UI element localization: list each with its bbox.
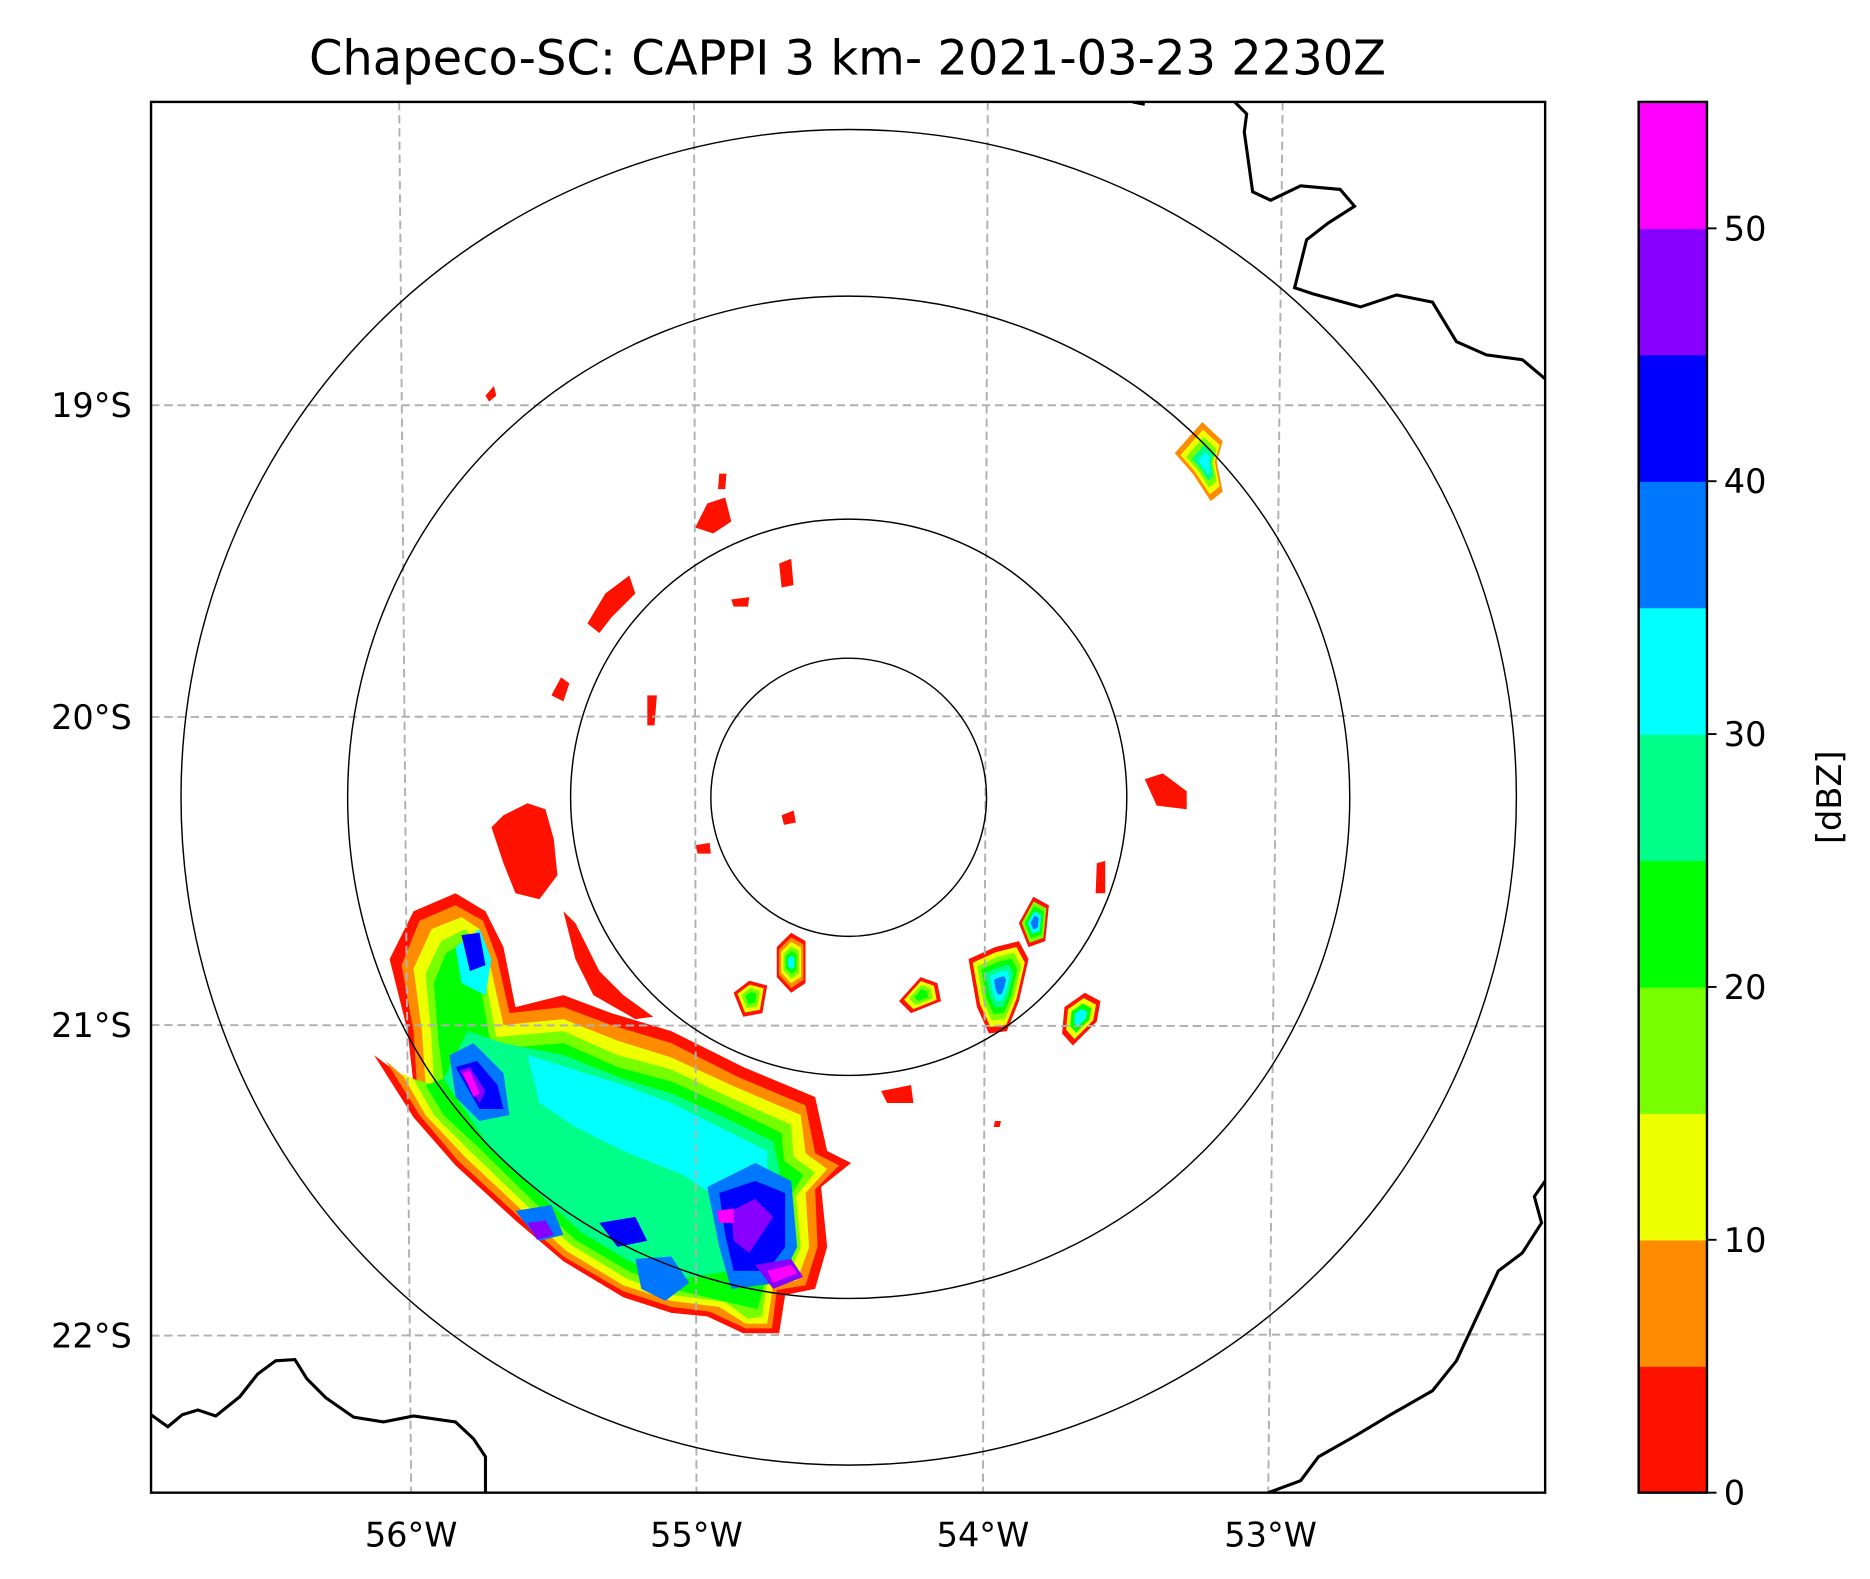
colorbar-tick-label: 0	[1724, 1474, 1745, 1513]
echo-cell	[462, 1070, 480, 1098]
echo-cell	[731, 1198, 774, 1253]
gridline-20s	[151, 714, 1546, 718]
echo-cell	[914, 989, 929, 1002]
echo-fragment	[587, 575, 636, 634]
echo-cell	[563, 911, 654, 1020]
echo-fragment	[731, 597, 750, 607]
echo-cell	[527, 1220, 554, 1240]
range-ring-3	[346, 295, 1351, 1300]
gridline-22s	[151, 1333, 1546, 1337]
x-tick-label: 53°W	[1224, 1516, 1317, 1555]
range-ring-2	[569, 518, 1128, 1077]
echo-cell	[491, 803, 558, 900]
gridline-54w	[981, 101, 989, 1493]
echo-cell	[1197, 452, 1211, 474]
y-tick-label: 20°S	[51, 698, 132, 737]
gridline-55w	[693, 101, 698, 1493]
x-tick-label: 55°W	[650, 1516, 743, 1555]
colorbar-frame	[1637, 100, 1709, 1494]
echo-fragment	[647, 695, 657, 726]
echo-cell	[599, 1216, 648, 1247]
colorbar-segment	[1638, 607, 1707, 735]
y-tick-label: 19°S	[51, 386, 132, 425]
colorbar-segment	[1638, 1113, 1707, 1241]
echo-cell	[1030, 915, 1039, 930]
radar-echoes	[374, 386, 1223, 1334]
echo-fragment	[781, 810, 796, 825]
echo-fragment	[881, 1085, 914, 1104]
colorbar-segment	[1638, 734, 1707, 862]
colorbar: 0 10 20 30 40 50	[1637, 100, 1767, 1513]
echo-fragment	[718, 473, 727, 490]
echo-fragment	[1095, 860, 1106, 894]
colorbar-tick-label: 20	[1724, 968, 1767, 1007]
map-axes-frame	[149, 100, 1547, 1494]
y-tick-label: 22°S	[51, 1317, 132, 1356]
colorbar-tick-label: 40	[1724, 462, 1767, 501]
coastlines-borders	[151, 101, 1546, 1493]
colorbar-tick-label: 30	[1724, 715, 1767, 754]
echo-cell	[443, 1031, 780, 1281]
range-ring-1	[710, 657, 988, 938]
colorbar-segment	[1638, 354, 1707, 482]
border-southwest	[151, 1357, 488, 1493]
colorbar-label: [dBZ]	[1810, 751, 1849, 844]
coastline-southeast	[1267, 1180, 1546, 1493]
colorbar-tick-label: 10	[1724, 1221, 1767, 1260]
echo-cell	[461, 932, 486, 972]
echo-cell	[767, 1264, 798, 1283]
echo-fragment	[485, 386, 497, 402]
border-northeast	[1233, 101, 1546, 381]
echo-fragment	[993, 1121, 1001, 1128]
colorbar-segment	[1638, 1366, 1707, 1494]
colorbar-tick-label: 50	[1724, 209, 1767, 248]
echo-fragment	[1144, 773, 1187, 810]
y-tick-label: 21°S	[51, 1006, 132, 1045]
colorbar-segment	[1638, 860, 1707, 988]
colorbar-segment	[1638, 228, 1707, 356]
range-rings	[180, 128, 1518, 1466]
echo-cell	[527, 1055, 768, 1199]
echo-fragment	[695, 842, 711, 854]
gridlines	[151, 101, 1546, 1493]
range-ring-4	[180, 128, 1518, 1466]
gridline-56w	[398, 101, 413, 1493]
x-tick-label: 56°W	[365, 1516, 458, 1555]
echo-cell	[716, 1208, 734, 1223]
colorbar-segment	[1638, 101, 1707, 229]
echo-cell	[745, 992, 757, 1005]
echo-cell	[993, 976, 1006, 995]
echo-fragment	[779, 558, 794, 588]
colorbar-segment	[1638, 1239, 1707, 1367]
gridline-21s	[151, 1024, 1546, 1028]
gridline-53w	[1267, 101, 1284, 1493]
x-tick-label: 54°W	[937, 1516, 1030, 1555]
echo-fragment	[695, 497, 732, 534]
y-axis-ticks: 19°S 20°S 21°S 22°S	[51, 386, 132, 1355]
echo-cell	[787, 955, 795, 970]
x-axis-ticks: 56°W 55°W 54°W 53°W	[365, 1516, 1317, 1555]
colorbar-segment	[1638, 481, 1707, 609]
echo-fragment	[551, 677, 570, 702]
figure-title: Chapeco-SC: CAPPI 3 km- 2021-03-23 2230Z	[309, 30, 1386, 86]
colorbar-segment	[1638, 986, 1707, 1114]
echo-cell	[1074, 1008, 1087, 1027]
